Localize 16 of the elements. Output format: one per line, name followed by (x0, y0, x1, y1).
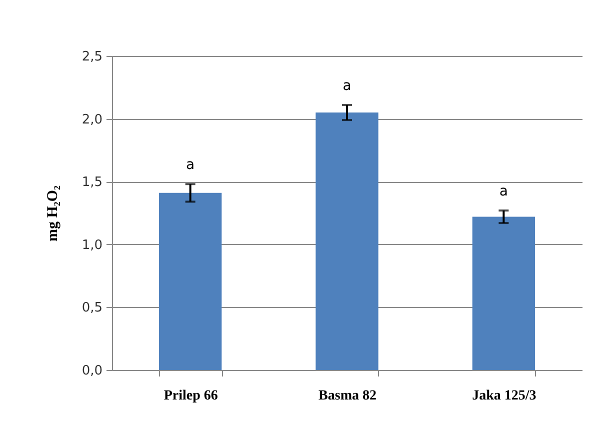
annotation: a (342, 78, 352, 94)
y-tick-label: 2,0 (82, 112, 102, 128)
y-tick-label: 2,5 (82, 50, 102, 64)
y-tick-label: 0,5 (82, 300, 102, 316)
y-axis-title: mg H₂O₂ (44, 184, 61, 242)
x-tick-label: Jaka 125/3 (472, 388, 536, 404)
bar (472, 216, 535, 370)
bar (159, 192, 222, 370)
x-tick-label: Basma 82 (318, 388, 376, 404)
bar (316, 112, 378, 370)
y-tick-label: 1,0 (82, 238, 102, 253)
y-tick-label: 0,0 (82, 364, 102, 378)
annotation: a (186, 157, 195, 174)
x-tick-label: Prilep 66 (164, 388, 218, 404)
annotation: a (499, 183, 508, 200)
y-tick-label: 1,5 (82, 175, 102, 190)
